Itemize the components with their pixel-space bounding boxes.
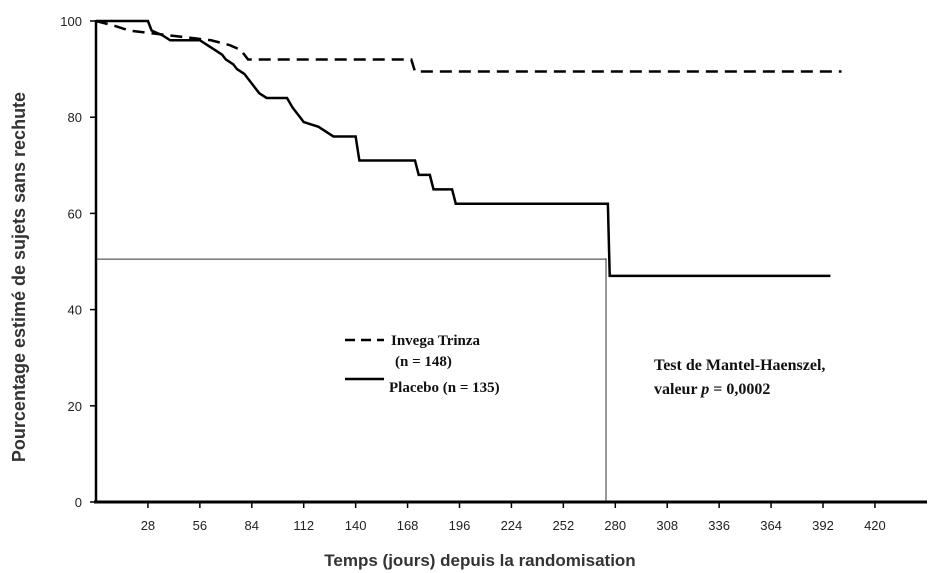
x-tick-label: 224 <box>501 518 523 533</box>
legend-label-invega: Invega Trinza <box>391 333 481 349</box>
annotation-line-1: Test de Mantel-Haenszel, <box>654 357 825 374</box>
y-tick-label: 100 <box>60 14 82 29</box>
y-tick-label: 40 <box>68 303 82 318</box>
annotation-line-2: valeur p = 0,0002 <box>654 381 770 398</box>
y-tick-label: 60 <box>68 206 82 221</box>
x-tick-label: 252 <box>553 518 575 533</box>
annotation-suffix: = 0,0002 <box>709 381 770 398</box>
axes <box>94 20 927 504</box>
y-axis-ticks: 0 20 40 60 80 100 <box>60 14 96 510</box>
y-axis-title: Pourcentage estimé de sujets sans rechut… <box>9 92 29 462</box>
x-tick-label: 56 <box>193 518 207 533</box>
x-tick-label: 280 <box>604 518 626 533</box>
legend-label-invega-n: (n = 148) <box>395 354 452 370</box>
y-tick-label: 20 <box>68 399 82 414</box>
mantel-haenszel-annotation: Test de Mantel-Haenszel, valeur p = 0,00… <box>654 357 825 398</box>
x-tick-label: 168 <box>397 518 419 533</box>
x-tick-label: 336 <box>708 518 730 533</box>
annotation-p: p <box>699 381 709 398</box>
x-tick-label: 420 <box>864 518 886 533</box>
legend-label-placebo: Placebo (n = 135) <box>389 380 500 396</box>
y-tick-label: 0 <box>75 495 82 510</box>
x-tick-label: 140 <box>345 518 367 533</box>
x-axis-ticks: 28 56 84 112 140 168 196 224 252 280 308 336 364 392 4… <box>141 502 886 533</box>
legend: Invega Trinza (n = 148) Placebo (n = 135… <box>345 333 500 396</box>
series-line-invega-trinza <box>95 19 842 73</box>
x-tick-label: 28 <box>141 518 155 533</box>
x-tick-label: 112 <box>293 518 314 533</box>
series-lines <box>95 19 842 278</box>
x-tick-label: 84 <box>245 518 259 533</box>
series-line-placebo <box>96 19 831 278</box>
x-tick-label: 364 <box>760 518 782 533</box>
x-tick-label: 196 <box>449 518 471 533</box>
y-tick-label: 80 <box>68 110 82 125</box>
annotation-prefix: valeur <box>654 381 701 398</box>
reference-lines <box>96 258 607 502</box>
x-tick-label: 392 <box>812 518 834 533</box>
x-axis-title: Temps (jours) depuis la randomisation <box>324 551 635 570</box>
x-tick-label: 308 <box>656 518 678 533</box>
